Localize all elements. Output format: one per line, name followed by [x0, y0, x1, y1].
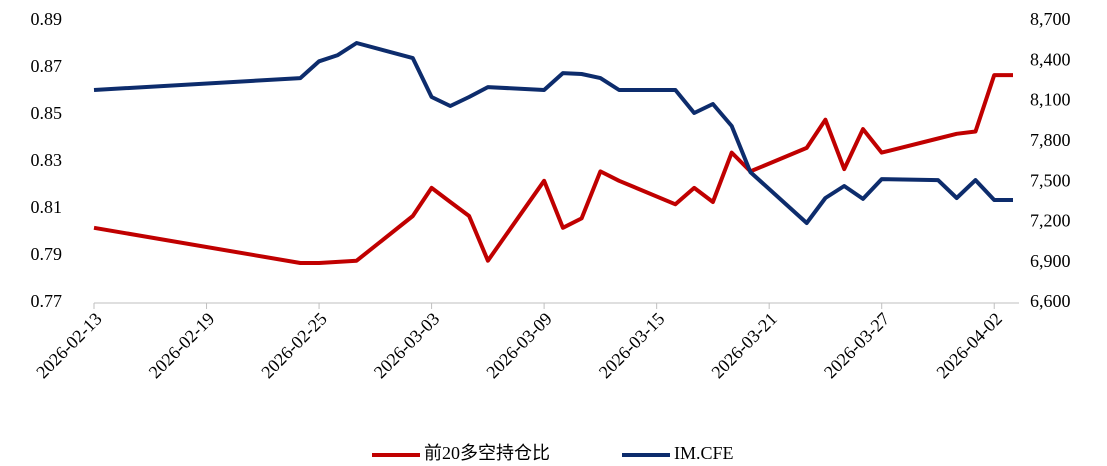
- y-tick-label: 0.85: [31, 103, 63, 123]
- y-tick-label: 0.79: [31, 244, 63, 264]
- legend-label: 前20多空持仓比: [424, 443, 550, 463]
- x-tick-label: 2026-02-25: [257, 309, 331, 383]
- x-tick-label: 2026-02-13: [32, 309, 106, 383]
- y-tick-label: 0.83: [31, 150, 63, 170]
- y-tick-label: 0.77: [31, 291, 63, 311]
- y2-tick-label: 7,800: [1030, 130, 1071, 150]
- y2-tick-label: 6,900: [1030, 251, 1071, 271]
- x-tick-label: 2026-04-02: [932, 309, 1006, 383]
- series-line: [93, 73, 1013, 265]
- x-tick-label: 2026-03-09: [482, 309, 556, 383]
- y2-tick-label: 7,200: [1030, 211, 1071, 231]
- series-line: [93, 41, 1013, 225]
- y2-tick-label: 8,100: [1030, 90, 1071, 110]
- y-tick-label: 0.87: [31, 56, 63, 76]
- y-tick-label: 0.89: [31, 9, 63, 29]
- x-tick-label: 2026-02-19: [145, 309, 219, 383]
- y-tick-label: 0.81: [31, 197, 63, 217]
- y2-tick-label: 8,700: [1030, 9, 1071, 29]
- x-tick-label: 2026-03-21: [707, 309, 781, 383]
- y2-tick-label: 8,400: [1030, 49, 1071, 69]
- y2-tick-label: 7,500: [1030, 170, 1071, 190]
- legend-label: IM.CFE: [674, 443, 734, 463]
- x-tick-label: 2026-03-15: [595, 309, 669, 383]
- x-tick-label: 2026-03-03: [370, 309, 444, 383]
- x-tick-label: 2026-03-27: [820, 309, 894, 383]
- y2-tick-label: 6,600: [1030, 291, 1071, 311]
